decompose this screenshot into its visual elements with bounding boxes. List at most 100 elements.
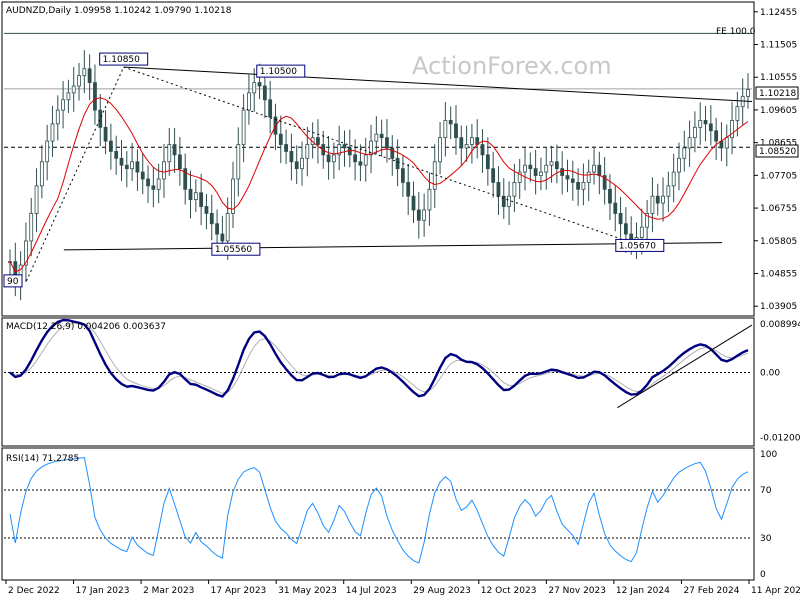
macd-trendline — [617, 324, 753, 409]
candle-body — [623, 223, 628, 235]
candle-body — [300, 157, 304, 170]
candle-body — [448, 120, 453, 125]
price-label-box — [615, 238, 665, 252]
macd-tick-label: 0.008994 — [760, 320, 800, 330]
candle-body — [294, 161, 299, 170]
candle-body — [209, 212, 214, 225]
price-trendlines — [25, 66, 753, 282]
price-panel-title: AUDNZD,Daily 1.09958 1.10242 1.09790 1.1… — [6, 6, 232, 16]
candle-body — [119, 157, 124, 166]
candle-body — [199, 192, 204, 207]
price-label: 1.05560 — [215, 245, 252, 255]
candle-body — [156, 178, 161, 190]
macd-panel-title: MACD(12,26,9) 0.004206 0.003637 — [6, 322, 166, 332]
rsi-line — [9, 457, 749, 564]
candle-body — [735, 106, 740, 121]
candle-body — [369, 140, 373, 156]
x-tick-label: 17 Apr 2023 — [211, 586, 267, 596]
candle-body — [698, 120, 703, 128]
macd-line — [9, 318, 749, 398]
candle-body — [45, 140, 50, 163]
candle-body — [443, 120, 448, 139]
rsi-tick-label: 100 — [760, 450, 777, 460]
candle-body — [464, 144, 469, 149]
candle-body — [438, 137, 442, 163]
candle-body — [188, 188, 193, 201]
x-tick-label: 14 Jul 2023 — [346, 586, 397, 596]
candle-body — [124, 164, 129, 170]
candle-body — [374, 133, 379, 142]
candle-body — [151, 185, 156, 190]
candle-body — [316, 137, 320, 145]
price-tick-label: 1.10555 — [760, 73, 797, 83]
candle-body — [491, 168, 496, 183]
candle-body — [342, 144, 347, 149]
candle-body — [215, 223, 219, 235]
candle-body — [257, 82, 262, 87]
candle-body — [613, 202, 618, 214]
rsi-panel-frame — [1, 447, 755, 581]
candle-body — [55, 109, 60, 125]
candle-body — [82, 68, 87, 77]
candle-body — [554, 161, 559, 170]
candle-body — [411, 195, 416, 211]
candle-body — [326, 154, 331, 163]
candle-body — [278, 133, 283, 145]
candle-body — [289, 151, 294, 163]
candle-body — [650, 195, 655, 214]
candle-body — [533, 168, 538, 176]
candle-body — [512, 182, 517, 197]
candle-body — [140, 171, 145, 180]
current-price-tag-bg — [755, 86, 799, 100]
candle-body — [549, 161, 554, 166]
x-tick-label: 31 May 2023 — [278, 586, 337, 596]
candle-body — [231, 178, 235, 214]
candle-body — [432, 161, 437, 190]
candle-body — [220, 233, 225, 242]
price-label: 1.10850 — [103, 55, 140, 65]
x-tick-label: 2 Mar 2023 — [143, 586, 194, 596]
candle-body — [719, 140, 724, 149]
rsi-tick-label: 0 — [760, 570, 766, 580]
candle-body — [379, 133, 384, 139]
candle-body — [592, 164, 596, 173]
x-axis: 2 Dec 2022 17 Jan 2023 2 Mar 2023 17 Apr 20… — [5, 580, 800, 596]
candle-body — [93, 82, 97, 111]
candle-body — [597, 164, 602, 176]
candle-body — [427, 188, 432, 211]
level-price-tag: 1.08520 — [759, 147, 796, 157]
candle-body — [708, 123, 713, 132]
price-label: 1.05670 — [619, 241, 656, 251]
candle-body — [576, 182, 581, 190]
price-tick-label: 1.06755 — [760, 204, 797, 214]
candle-body — [193, 192, 198, 201]
upper-trendline — [123, 66, 753, 103]
candle-body — [236, 144, 241, 180]
candle-body — [390, 147, 395, 159]
candle-body — [703, 120, 708, 125]
x-tick-label: 12 Jan 2024 — [616, 586, 670, 596]
candle-body — [337, 144, 342, 156]
candle-body — [544, 164, 549, 173]
candle-body — [671, 171, 676, 187]
x-tick-label: 2 Dec 2022 — [8, 586, 60, 596]
price-tick-label: 1.09605 — [760, 106, 797, 116]
candle-body — [39, 161, 44, 187]
candle-body — [98, 109, 103, 128]
candle-body — [746, 89, 750, 97]
candle-body — [480, 144, 485, 156]
candle-body — [454, 123, 458, 139]
candle-body — [602, 175, 607, 190]
price-panel-frame — [1, 1, 755, 317]
candle-body — [539, 171, 543, 176]
candle-body — [247, 92, 251, 111]
rsi-tick-label: 30 — [760, 534, 772, 544]
rsi-panel-title: RSI(14) 71.2785 — [6, 454, 79, 464]
x-tick-label: 11 Apr 2024 — [751, 586, 800, 596]
price-label-box — [99, 52, 149, 66]
price-tick-label: 1.11505 — [760, 41, 797, 51]
candle-body — [225, 212, 230, 242]
candle-body — [560, 168, 565, 176]
candle-body — [284, 144, 288, 152]
